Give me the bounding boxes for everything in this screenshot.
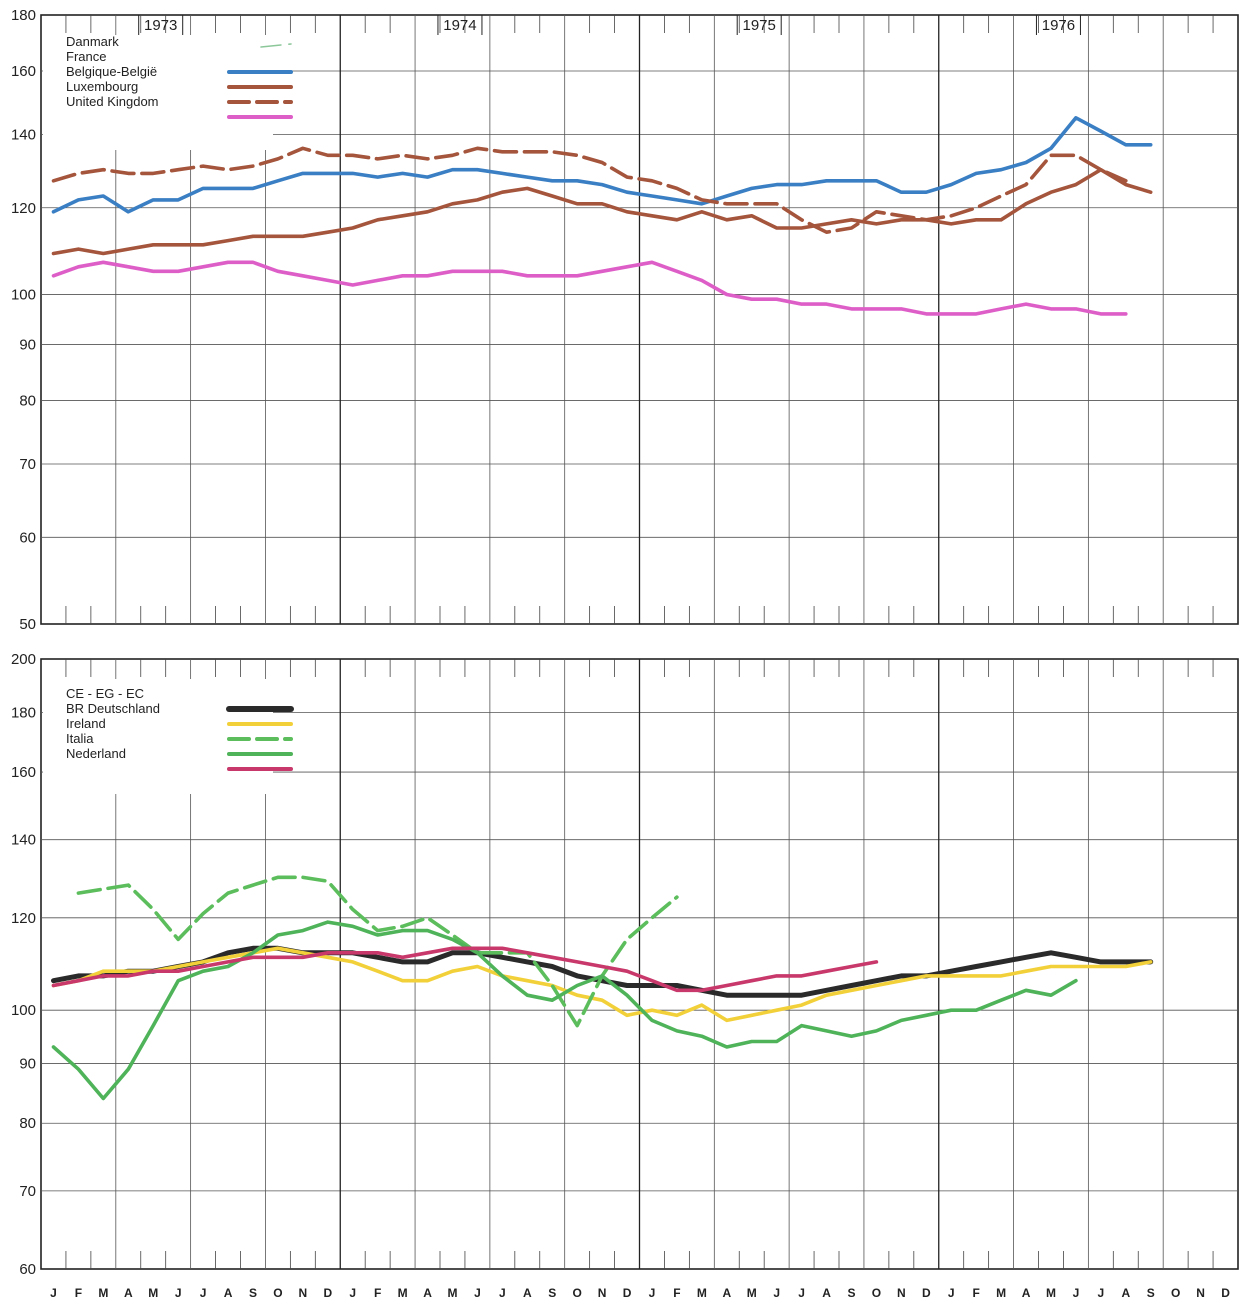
- month-label-6: J: [175, 1286, 182, 1300]
- panel-1-ytick-140: 140: [11, 126, 36, 143]
- month-label-11: N: [299, 1286, 308, 1300]
- month-label-42: J: [1073, 1286, 1080, 1300]
- panel-1-ytick-50: 50: [19, 616, 36, 633]
- legend-swatch-danmark: [260, 43, 292, 48]
- month-label-39: M: [996, 1286, 1006, 1300]
- panel-2-ytick-60: 60: [19, 1261, 36, 1278]
- series-line-ce-eg-ec: [51, 945, 1154, 998]
- month-label-21: S: [548, 1286, 556, 1300]
- panel-2-ytick-80: 80: [19, 1115, 36, 1132]
- legend-label-ireland: Ireland: [66, 716, 106, 731]
- month-label-36: D: [922, 1286, 931, 1300]
- month-label-40: A: [1022, 1286, 1031, 1300]
- panel-1-ytick-60: 60: [19, 529, 36, 546]
- month-label-43: J: [1098, 1286, 1105, 1300]
- series-line-luxembourg: [51, 146, 1128, 234]
- month-label-24: D: [623, 1286, 632, 1300]
- legend-label-italia: Italia: [66, 731, 94, 746]
- month-label-34: O: [872, 1286, 881, 1300]
- legend-label-united-kingdom: United Kingdom: [66, 94, 159, 109]
- month-label-17: M: [447, 1286, 457, 1300]
- year-label-1973: 1973: [144, 17, 177, 34]
- panel-2-ytick-90: 90: [19, 1056, 36, 1073]
- panel-2-ytick-160: 160: [11, 764, 36, 781]
- series-line-belgique-belgi: [51, 167, 1153, 256]
- month-label-18: J: [474, 1286, 481, 1300]
- year-label-1974: 1974: [443, 17, 476, 34]
- series-line-italia: [51, 920, 1078, 1101]
- month-label-27: M: [697, 1286, 707, 1300]
- legend-label-danmark: Danmark: [66, 34, 119, 49]
- legend-label-france: France: [66, 49, 106, 64]
- month-label-14: F: [374, 1286, 381, 1300]
- panel-2-ytick-200: 200: [11, 651, 36, 668]
- series-line-br-deutschland: [51, 946, 1153, 1023]
- month-label-31: J: [798, 1286, 805, 1300]
- panel-1-ytick-70: 70: [19, 456, 36, 473]
- month-label-19: J: [499, 1286, 506, 1300]
- panel-2-ytick-180: 180: [11, 704, 36, 721]
- panel-1-ytick-160: 160: [11, 63, 36, 80]
- panel-2-ytick-120: 120: [11, 910, 36, 927]
- month-label-1: J: [50, 1286, 57, 1300]
- month-label-7: J: [200, 1286, 207, 1300]
- month-label-23: N: [598, 1286, 607, 1300]
- month-label-2: F: [75, 1286, 82, 1300]
- month-label-22: O: [572, 1286, 581, 1300]
- month-label-33: S: [847, 1286, 855, 1300]
- month-label-29: M: [747, 1286, 757, 1300]
- series-line-united-kingdom: [51, 260, 1128, 316]
- legend-label-belgique-belgi: Belgique-België: [66, 64, 157, 79]
- year-label-1975: 1975: [743, 17, 776, 34]
- month-label-4: A: [124, 1286, 133, 1300]
- panel-1-ytick-100: 100: [11, 286, 36, 303]
- month-label-5: M: [148, 1286, 158, 1300]
- month-label-46: O: [1171, 1286, 1180, 1300]
- month-label-48: D: [1221, 1286, 1230, 1300]
- legend-label-luxembourg: Luxembourg: [66, 79, 138, 94]
- series-line-france: [51, 116, 1153, 214]
- month-label-26: F: [673, 1286, 680, 1300]
- month-label-13: J: [349, 1286, 356, 1300]
- panel-1-legend-bg: [43, 35, 273, 150]
- month-label-44: A: [1121, 1286, 1130, 1300]
- month-label-3: M: [98, 1286, 108, 1300]
- panel-2-ytick-140: 140: [11, 832, 36, 849]
- panel-1-ytick-90: 90: [19, 337, 36, 354]
- month-label-38: F: [972, 1286, 979, 1300]
- panel-1-ytick-80: 80: [19, 393, 36, 410]
- legend-label-ce-eg-ec: CE - EG - EC: [66, 686, 144, 701]
- month-label-9: S: [249, 1286, 257, 1300]
- month-label-16: A: [423, 1286, 432, 1300]
- month-label-41: M: [1046, 1286, 1056, 1300]
- panel-2-ytick-100: 100: [11, 1002, 36, 1019]
- panel-2-ytick-70: 70: [19, 1183, 36, 1200]
- panel-2-legend-bg: [43, 679, 273, 794]
- month-label-37: J: [948, 1286, 955, 1300]
- panel-1-ytick-180: 180: [11, 7, 36, 24]
- month-label-8: A: [224, 1286, 233, 1300]
- month-label-32: A: [822, 1286, 831, 1300]
- month-label-15: M: [398, 1286, 408, 1300]
- panel-1-ytick-120: 120: [11, 200, 36, 217]
- month-label-20: A: [523, 1286, 532, 1300]
- month-label-47: N: [1196, 1286, 1205, 1300]
- month-label-28: A: [722, 1286, 731, 1300]
- legend-label-br-deutschland: BR Deutschland: [66, 701, 160, 716]
- legend-label-nederland: Nederland: [66, 746, 126, 761]
- month-label-10: O: [273, 1286, 282, 1300]
- month-label-35: N: [897, 1286, 906, 1300]
- year-label-1976: 1976: [1042, 17, 1075, 34]
- series-line-ireland: [76, 875, 679, 1028]
- series-line-nederland: [51, 946, 879, 993]
- month-label-25: J: [649, 1286, 656, 1300]
- month-label-30: J: [773, 1286, 780, 1300]
- month-label-12: D: [323, 1286, 332, 1300]
- month-label-45: S: [1147, 1286, 1155, 1300]
